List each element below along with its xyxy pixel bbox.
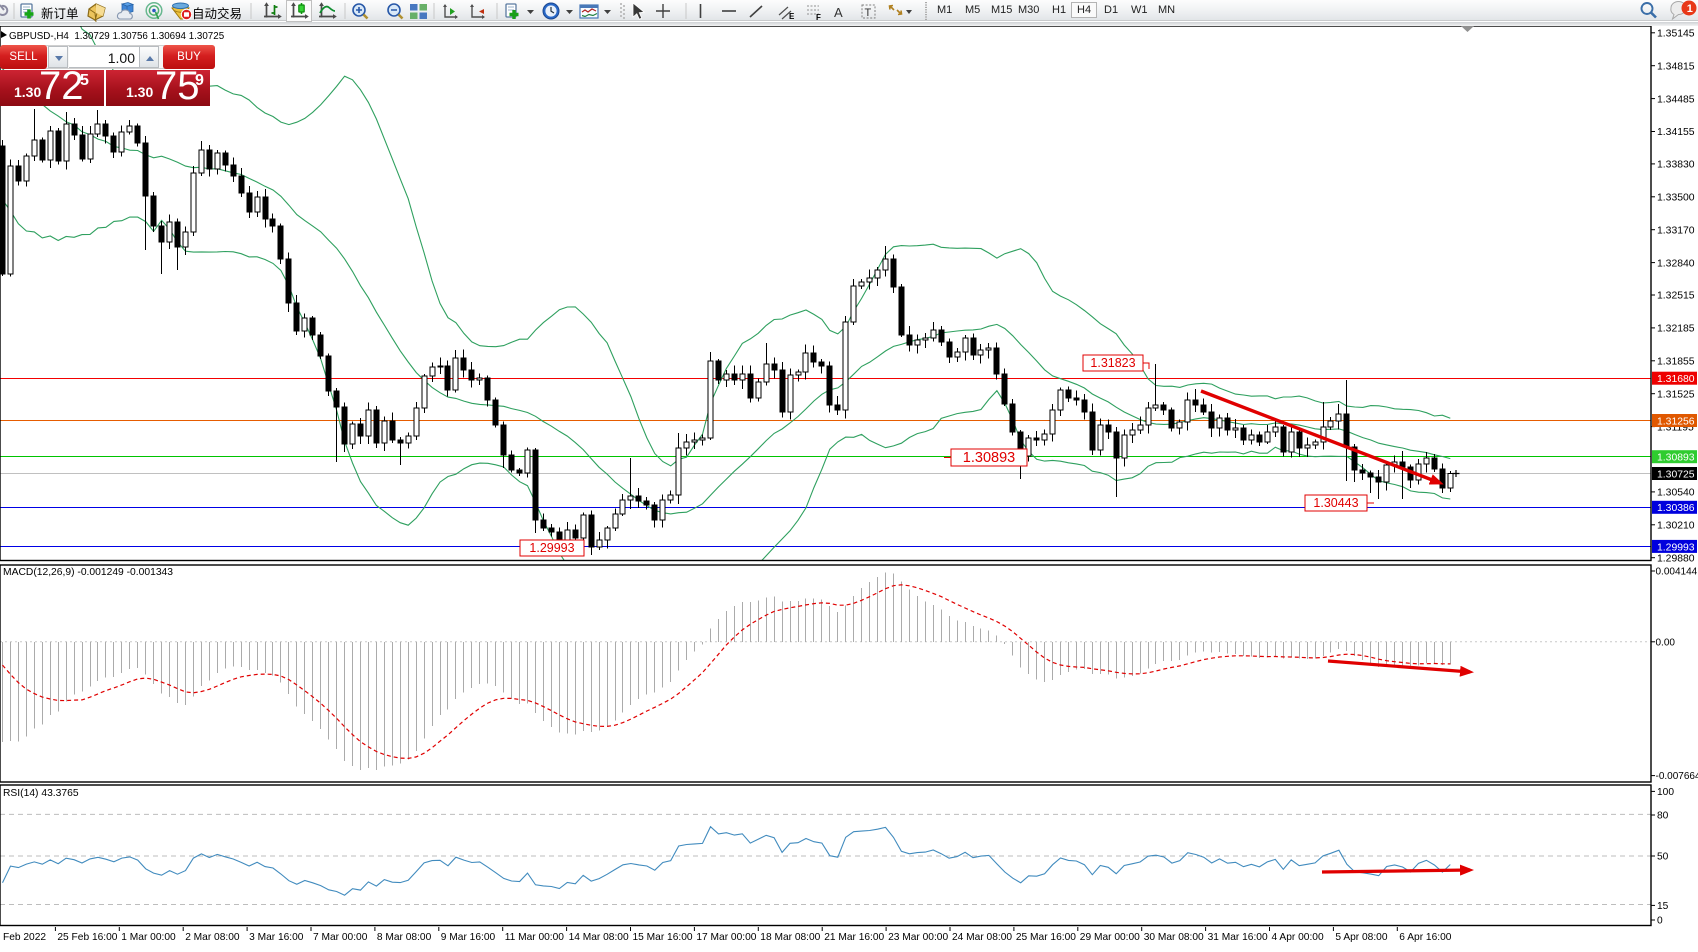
svg-text:11 Mar 00:00: 11 Mar 00:00	[505, 932, 565, 943]
svg-text:1.29993: 1.29993	[529, 541, 574, 555]
svg-text:0: 0	[1657, 916, 1663, 927]
svg-text:1: 1	[1687, 3, 1693, 15]
svg-text:2 Mar 08:00: 2 Mar 08:00	[185, 932, 240, 943]
svg-text:1.32185: 1.32185	[1657, 324, 1695, 335]
svg-text:1.34815: 1.34815	[1657, 61, 1695, 72]
svg-text:15 Mar 16:00: 15 Mar 16:00	[633, 932, 693, 943]
svg-text:23 Mar 00:00: 23 Mar 00:00	[888, 932, 948, 943]
svg-text:E: E	[789, 12, 795, 21]
svg-text:1.31256: 1.31256	[1657, 416, 1695, 427]
svg-text:25 Mar 16:00: 25 Mar 16:00	[1016, 932, 1076, 943]
svg-text:0.004144: 0.004144	[1656, 567, 1698, 578]
svg-text:1.30893: 1.30893	[1657, 453, 1695, 464]
svg-text:1.30725: 1.30725	[1657, 469, 1695, 480]
svg-text:T: T	[865, 7, 872, 19]
svg-text:1.30443: 1.30443	[1313, 496, 1358, 510]
svg-text:F: F	[816, 13, 821, 22]
svg-text:1.33500: 1.33500	[1657, 193, 1695, 204]
svg-text:1.30210: 1.30210	[1657, 521, 1695, 532]
svg-text:8 Mar 08:00: 8 Mar 08:00	[377, 932, 432, 943]
svg-text:50: 50	[1657, 852, 1669, 863]
svg-text:14 Mar 08:00: 14 Mar 08:00	[569, 932, 629, 943]
svg-text:25 Feb 16:00: 25 Feb 16:00	[57, 932, 117, 943]
svg-text:1.29993: 1.29993	[1657, 542, 1695, 553]
svg-text:1.32515: 1.32515	[1657, 291, 1695, 302]
svg-text:1.34155: 1.34155	[1657, 127, 1695, 138]
svg-text:1.31855: 1.31855	[1657, 357, 1695, 368]
svg-text:1.30893: 1.30893	[963, 450, 1015, 466]
svg-text:1.31823: 1.31823	[1090, 356, 1135, 370]
svg-text:24 Mar 08:00: 24 Mar 08:00	[952, 932, 1012, 943]
svg-text:30 Mar 08:00: 30 Mar 08:00	[1144, 932, 1204, 943]
svg-text:1.33830: 1.33830	[1657, 160, 1695, 171]
svg-text:1 Mar 00:00: 1 Mar 00:00	[121, 932, 176, 943]
svg-text:15: 15	[1657, 901, 1669, 912]
svg-text:21 Mar 16:00: 21 Mar 16:00	[824, 932, 884, 943]
svg-text:-0.007664: -0.007664	[1656, 771, 1698, 782]
svg-text:Feb 2022: Feb 2022	[3, 932, 46, 943]
svg-text:1.29880: 1.29880	[1657, 553, 1695, 564]
svg-text:A: A	[834, 5, 843, 20]
svg-text:31 Mar 16:00: 31 Mar 16:00	[1208, 932, 1268, 943]
svg-text:1.30540: 1.30540	[1657, 488, 1695, 499]
svg-text:4 Apr 00:00: 4 Apr 00:00	[1272, 932, 1324, 943]
svg-text:1.31680: 1.31680	[1657, 374, 1695, 385]
svg-text:80: 80	[1657, 811, 1669, 822]
svg-text:RSI(14) 43.3765: RSI(14) 43.3765	[3, 788, 79, 799]
svg-text:6 Apr 16:00: 6 Apr 16:00	[1399, 932, 1451, 943]
svg-text:5 Apr 08:00: 5 Apr 08:00	[1335, 932, 1387, 943]
svg-text:3 Mar 16:00: 3 Mar 16:00	[249, 932, 304, 943]
svg-text:MACD(12,26,9) -0.001249 -0.001: MACD(12,26,9) -0.001249 -0.001343	[3, 567, 173, 578]
svg-text:1.34485: 1.34485	[1657, 94, 1695, 105]
svg-text:0.00: 0.00	[1656, 637, 1676, 648]
svg-text:17 Mar 00:00: 17 Mar 00:00	[696, 932, 756, 943]
svg-text:18 Mar 08:00: 18 Mar 08:00	[760, 932, 820, 943]
svg-text:1.33170: 1.33170	[1657, 225, 1695, 236]
svg-text:7 Mar 00:00: 7 Mar 00:00	[313, 932, 368, 943]
svg-text:1.31525: 1.31525	[1657, 389, 1695, 400]
svg-text:9 Mar 16:00: 9 Mar 16:00	[441, 932, 496, 943]
svg-text:100: 100	[1657, 787, 1674, 798]
svg-text:GBPUSD-,H4 1.30729 1.30756 1.: GBPUSD-,H4 1.30729 1.30756 1.30694 1.307…	[9, 31, 225, 42]
svg-text:1.32840: 1.32840	[1657, 258, 1695, 269]
svg-text:1.30386: 1.30386	[1657, 503, 1695, 514]
svg-text:1.35145: 1.35145	[1657, 29, 1695, 40]
svg-text:29 Mar 00:00: 29 Mar 00:00	[1080, 932, 1140, 943]
